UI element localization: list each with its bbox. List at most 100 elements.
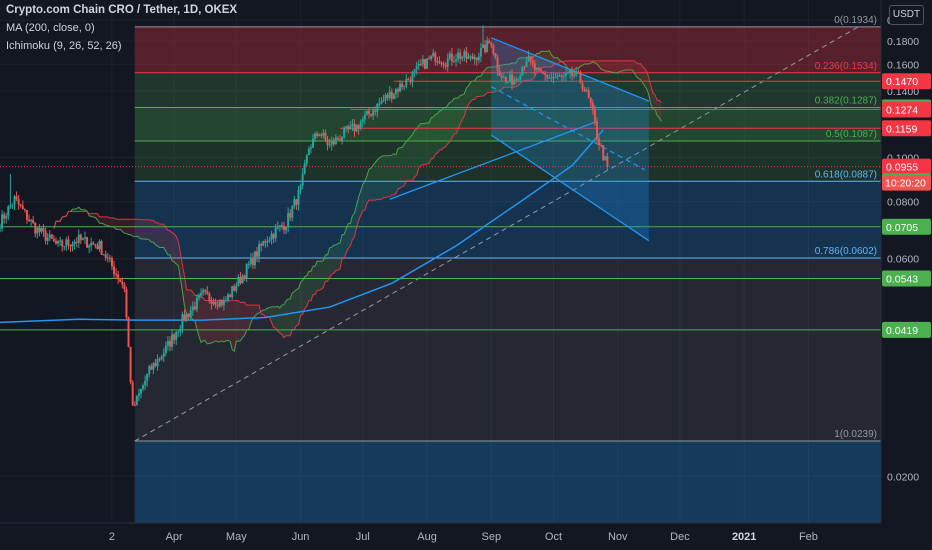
ichimoku-cloud-segment	[325, 254, 328, 282]
ichimoku-cloud-segment	[638, 63, 641, 80]
currency-badge[interactable]: USDT	[889, 5, 924, 25]
candle-body	[571, 70, 574, 77]
ichimoku-cloud-segment	[99, 216, 102, 224]
candle-body	[57, 241, 60, 244]
candle-body	[523, 66, 526, 68]
candle-body	[191, 306, 194, 311]
candle-body	[253, 251, 256, 266]
ichimoku-cloud-segment	[472, 80, 475, 100]
ichimoku-cloud-segment	[362, 181, 365, 211]
ichimoku-indicator-label[interactable]: Ichimoku (9, 26, 52, 26)	[6, 40, 122, 52]
ichimoku-cloud-segment	[576, 60, 579, 68]
price-label-text: 0.0705	[886, 222, 918, 234]
fib-zone	[134, 181, 881, 259]
ichimoku-cloud-segment	[418, 123, 421, 169]
candle-body	[604, 156, 607, 161]
ichimoku-cloud-segment	[414, 128, 417, 177]
candle-body	[256, 251, 259, 257]
candle-body	[517, 79, 520, 81]
chart-grid	[0, 0, 881, 523]
ichimoku-cloud-segment	[621, 60, 624, 72]
candle-body	[206, 290, 209, 294]
candle-body	[397, 89, 400, 92]
candle-body	[365, 110, 368, 115]
ichimoku-cloud-segment	[536, 53, 539, 72]
ichimoku-cloud-segment	[337, 243, 340, 271]
candle-body	[533, 63, 536, 70]
candle-body	[432, 52, 435, 57]
candle-body	[415, 65, 418, 70]
candle-body	[287, 212, 290, 228]
candle-body	[110, 258, 113, 267]
x-tick-label: Jun	[292, 531, 310, 543]
ichimoku-cloud-segment	[456, 98, 459, 134]
ichimoku-cloud-segment	[659, 100, 662, 122]
candle-body	[264, 240, 267, 243]
candle-body	[73, 241, 76, 245]
candle-body	[9, 205, 12, 207]
candle-body	[378, 103, 381, 105]
candle-body	[380, 101, 383, 104]
candle-body	[367, 110, 370, 115]
candle-body	[376, 103, 379, 112]
ichimoku-cloud-segment	[252, 305, 255, 319]
x-tick-label: Jul	[356, 531, 370, 543]
candle-body	[282, 226, 285, 230]
x-tick-label: Apr	[166, 531, 183, 543]
ma-indicator-label[interactable]: MA (200, close, 0)	[6, 22, 95, 34]
candle-body	[208, 293, 211, 300]
ichimoku-cloud-segment	[101, 216, 104, 225]
candle-body	[278, 225, 281, 228]
flag-mid-line	[491, 86, 645, 171]
ichimoku-cloud-segment	[404, 141, 407, 187]
ichimoku-cloud-segment	[547, 50, 550, 67]
candle-body	[585, 90, 588, 92]
candle-body	[171, 334, 174, 347]
candle-body	[403, 85, 406, 87]
candle-body	[229, 294, 232, 297]
ichimoku-cloud-segment	[310, 266, 314, 301]
candle-body	[285, 227, 288, 230]
ichimoku-cloud-segment	[400, 147, 403, 189]
candle-body	[596, 121, 599, 139]
candle-body	[577, 71, 580, 74]
candle-body	[330, 141, 333, 145]
candle-body	[504, 76, 507, 82]
ichimoku-cloud-segment	[640, 63, 643, 83]
ichimoku-cloud-segment	[586, 60, 589, 65]
price-label-text: 0.1470	[886, 76, 918, 88]
ichimoku-cloud-segment	[383, 155, 386, 198]
candle-body	[587, 90, 590, 98]
fib-trend-line	[134, 26, 859, 442]
candle-body	[266, 241, 269, 243]
candle-body	[324, 132, 327, 140]
candle-body	[479, 48, 482, 57]
candle-body	[450, 53, 453, 62]
ichimoku-cloud-segment	[657, 100, 660, 118]
candle-body	[444, 64, 447, 67]
candle-body	[227, 294, 230, 300]
ichimoku-cloud-segment	[281, 304, 284, 338]
candle-body	[345, 126, 348, 128]
candle-body	[175, 332, 178, 340]
candle-body	[579, 73, 582, 84]
candle-body	[274, 228, 277, 239]
ichimoku-cloud-segment	[406, 139, 409, 181]
candle-body	[79, 234, 82, 240]
ichimoku-cloud-segment	[474, 77, 477, 100]
ichimoku-cloud-segment	[72, 209, 75, 212]
fibonacci-retracement: 0(0.1934) 0.236(0.1534) 0.382(0.1287) 0.5(0…	[134, 15, 881, 523]
price-axis: 0.20000.18000.16000.14000.10000.08000.06…	[880, 0, 932, 550]
ichimoku-cloud-segment	[157, 222, 160, 248]
ichimoku-cloud-segment	[240, 302, 243, 341]
candle-body	[7, 206, 10, 217]
x-tick-label: Aug	[417, 531, 437, 543]
candle-body	[38, 227, 41, 232]
y-tick-label: 0.1600	[887, 59, 919, 71]
candle-body	[113, 266, 116, 274]
candle-body	[496, 57, 499, 71]
ichimoku-cloud-segment	[501, 65, 504, 90]
ichimoku-cloud-segment	[470, 81, 473, 102]
ichimoku-cloud-segment	[118, 219, 121, 230]
